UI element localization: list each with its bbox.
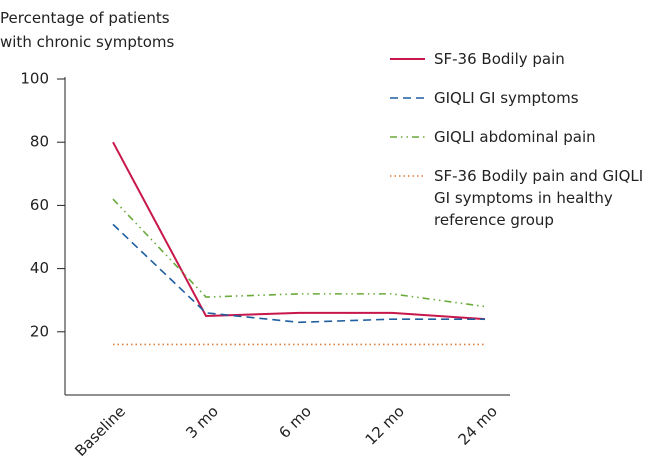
- legend-swatch: [390, 58, 425, 60]
- x-tick-label: 3 mo: [182, 402, 222, 442]
- legend-swatch: [390, 175, 425, 177]
- y-tick-label: 100: [20, 70, 49, 88]
- legend-item: GIQLI abdominal pain: [388, 126, 653, 148]
- legend-item: SF-36 Bodily pain: [388, 48, 653, 70]
- y-tick-label: 20: [30, 322, 49, 340]
- legend-label: GIQLI GI symptoms: [434, 89, 579, 107]
- x-tick-label: 12 mo: [362, 402, 408, 448]
- legend-label: GIQLI abdominal pain: [434, 128, 596, 146]
- legend: SF-36 Bodily pain GIQLI GI symptoms GIQLI …: [388, 48, 653, 248]
- legend-label: SF-36 Bodily pain and GIQLI GI symptoms …: [434, 167, 644, 229]
- x-tick-label: 6 mo: [275, 402, 315, 442]
- x-tick-label: 24 mo: [455, 402, 501, 448]
- legend-label: SF-36 Bodily pain: [434, 50, 565, 68]
- y-axis-title: Percentage of patients with chronic symp…: [0, 9, 175, 51]
- series-line: [112, 141, 486, 321]
- series-line: [112, 198, 486, 308]
- legend-swatch: [390, 97, 425, 99]
- y-tick-label: 80: [30, 133, 49, 151]
- series-line: [112, 223, 485, 324]
- legend-swatch: [390, 136, 425, 138]
- y-tick-label: 40: [30, 259, 49, 277]
- x-tick-label: Baseline: [71, 402, 129, 460]
- y-tick-label: 60: [30, 196, 49, 214]
- legend-item: GIQLI GI symptoms: [388, 87, 653, 109]
- legend-item: SF-36 Bodily pain and GIQLI GI symptoms …: [388, 165, 653, 231]
